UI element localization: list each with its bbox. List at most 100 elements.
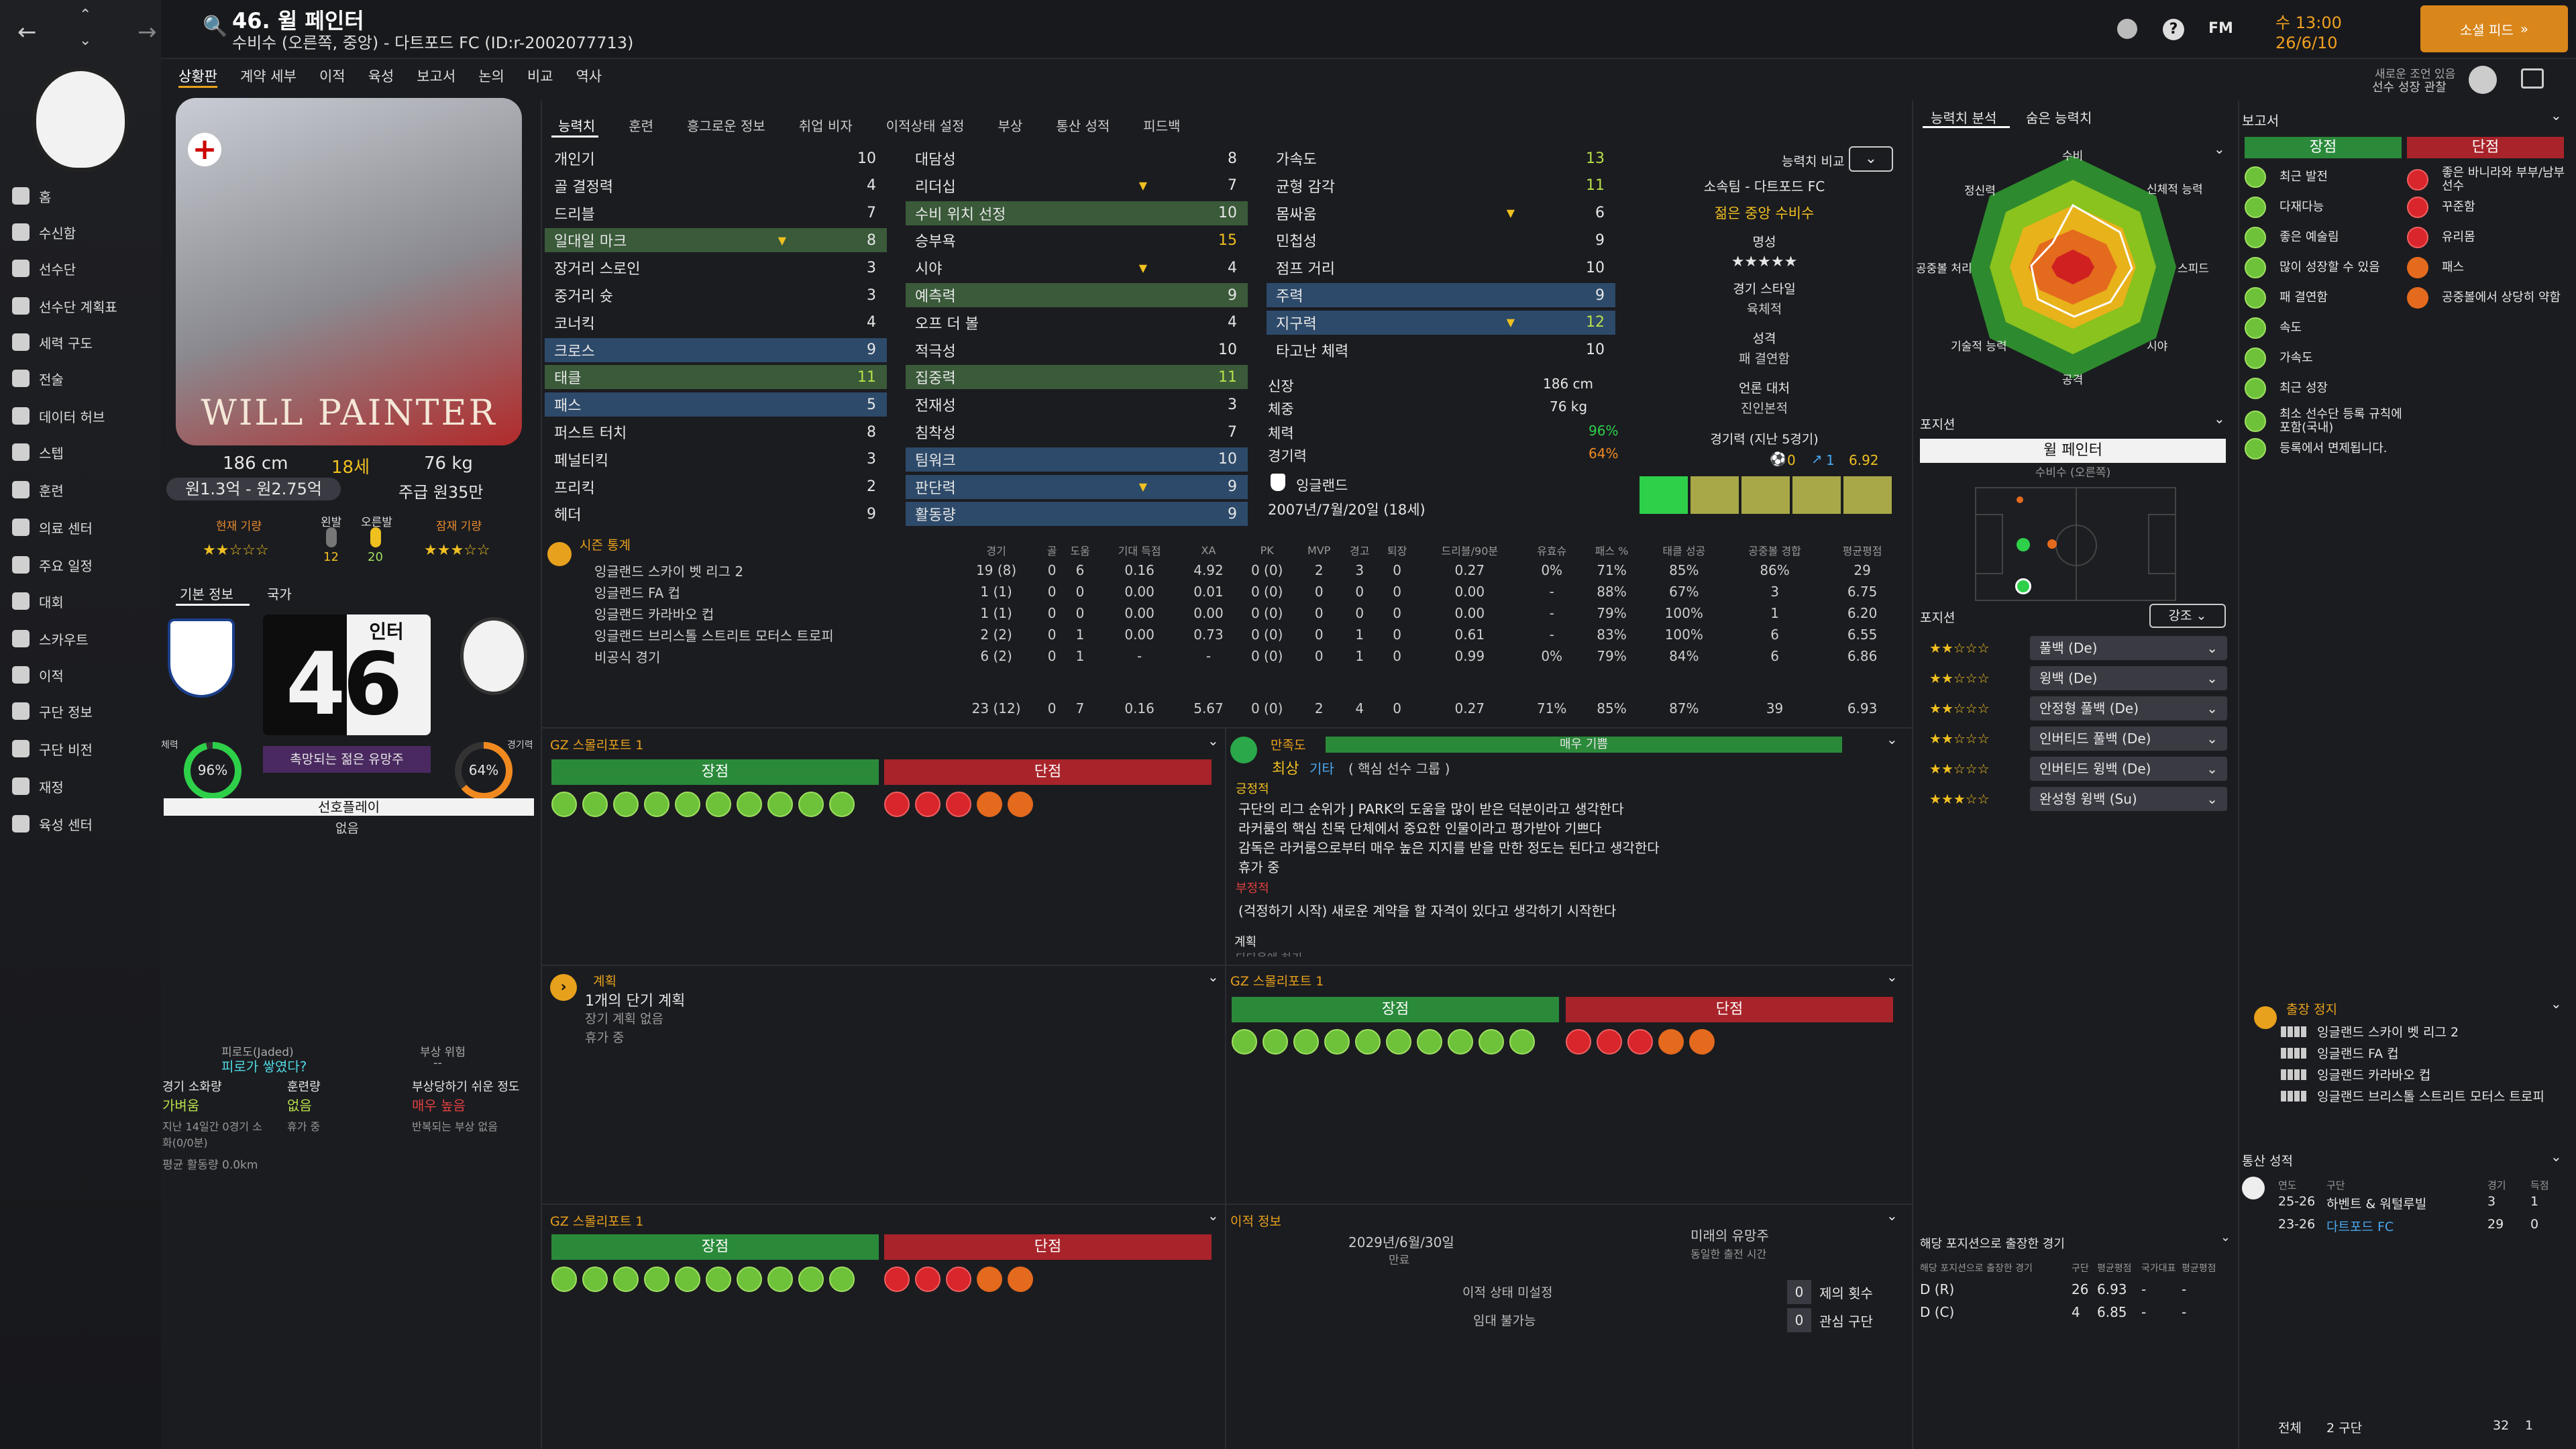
attribute-row[interactable]: 민첩성 9	[1267, 228, 1615, 252]
club-crest-icon[interactable]	[32, 67, 129, 172]
scout3-collapse-icon[interactable]: ⌄	[1208, 1208, 1219, 1224]
wolf-icon[interactable]	[2117, 19, 2137, 39]
attribute-row[interactable]: 퍼스트 터치 8	[545, 420, 887, 444]
nav-item[interactable]: 훈련	[12, 476, 64, 503]
suspension-collapse-icon[interactable]: ⌄	[2551, 996, 2562, 1012]
compare-label[interactable]: 능력치 비교	[1782, 154, 1845, 169]
nav-item[interactable]: 전술	[12, 365, 64, 392]
tab-basic-info[interactable]: 기본 정보	[180, 586, 233, 602]
attr-tab[interactable]: 능력치	[558, 118, 596, 134]
nav-item[interactable]: 데이터 허브	[12, 402, 105, 429]
role-row[interactable]: ★★☆☆☆ 인버티드 풀백 (De) ⌄	[1920, 727, 2227, 751]
attr-tab[interactable]: 피드백	[1143, 118, 1181, 134]
attribute-row[interactable]: 패스 5	[545, 392, 887, 417]
club-crest-small-icon[interactable]	[460, 617, 527, 695]
role-dropdown[interactable]: 풀백 (De) ⌄	[2030, 636, 2227, 660]
tab-hidden-attr[interactable]: 숨은 능력치	[2026, 110, 2092, 126]
nav-down-icon[interactable]: ⌄	[79, 32, 92, 49]
attribute-row[interactable]: 오프 더 볼 4	[906, 311, 1248, 335]
nav-item[interactable]: 대회	[12, 588, 64, 614]
role-dropdown[interactable]: 완성형 윙백 (Su) ⌄	[2030, 787, 2227, 811]
attr-tab[interactable]: 이적상태 설정	[885, 118, 965, 134]
table-row[interactable]: 23-26 다트포드 FC 29 0	[2278, 1217, 2560, 1235]
plan-title[interactable]: 계획	[593, 974, 616, 989]
attribute-row[interactable]: 적극성 10	[906, 338, 1248, 362]
table-row[interactable]: 잉글랜드 브리스톨 스트리트 모터스 트로피 2 (2) 0 1 0.00 0.73 0 (…	[574, 624, 1900, 645]
attribute-row[interactable]: 드리블 7	[545, 201, 887, 225]
attribute-row[interactable]: 코너킥 4	[545, 311, 887, 335]
player-tab[interactable]: 상황판	[178, 66, 217, 88]
table-row[interactable]: 잉글랜드 카라바오 컵 1 (1) 0 0 0.00 0.00 0 (0) 0 0 0 0.00 - 7…	[574, 602, 1900, 624]
role-row[interactable]: ★★☆☆☆ 풀백 (De) ⌄	[1920, 636, 2227, 660]
attribute-row[interactable]: 타고난 체력 10	[1267, 338, 1615, 362]
role-row[interactable]: ★★☆☆☆ 인버티드 윙백 (De) ⌄	[1920, 757, 2227, 781]
plan-collapse-icon[interactable]: ⌄	[1208, 969, 1219, 985]
fm-logo[interactable]: FM	[2208, 20, 2233, 37]
attribute-row[interactable]: 지구력 ▼ 12	[1267, 310, 1615, 335]
scout3-title[interactable]: GZ 스몰리포트 1	[550, 1214, 644, 1229]
attribute-row[interactable]: 개인기 10	[545, 146, 887, 170]
attribute-row[interactable]: 시야 ▼ 4	[906, 256, 1248, 280]
nav-up-icon[interactable]: ⌃	[79, 7, 92, 23]
nav-item[interactable]: 세력 구도	[12, 329, 93, 356]
role-dropdown[interactable]: 인버티드 윙백 (De) ⌄	[2030, 757, 2227, 781]
table-row[interactable]: 비공식 경기 6 (2) 0 1 - - 0 (0) 0 1 0 0.99 0% 79% 84% 6 6.86	[574, 645, 1900, 667]
nation-flag-icon[interactable]	[168, 619, 235, 698]
tab-nation[interactable]: 국가	[267, 586, 292, 602]
attribute-row[interactable]: 리더십 ▼ 7	[906, 174, 1248, 198]
search-icon[interactable]: 🔍	[203, 15, 228, 38]
player-tab[interactable]: 비교	[527, 68, 553, 85]
help-icon[interactable]: ?	[2163, 19, 2184, 40]
nav-item[interactable]: 스텝	[12, 439, 64, 466]
attr-tab[interactable]: 훈련	[629, 118, 654, 134]
nav-item[interactable]: 홈	[12, 182, 51, 209]
attribute-row[interactable]: 태클 11	[545, 365, 887, 390]
attribute-row[interactable]: 가속도 13	[1267, 146, 1615, 170]
table-row[interactable]: D (C) 4 6.85- -	[1920, 1304, 2229, 1320]
continue-button[interactable]: 소셜 피드 »	[2420, 5, 2568, 52]
attribute-row[interactable]: 중거리 슛 3	[545, 283, 887, 307]
attribute-row[interactable]: 장거리 스로인 3	[545, 256, 887, 280]
compare-dropdown[interactable]: ⌄	[1849, 146, 1893, 172]
role-dropdown[interactable]: 인버티드 풀백 (De) ⌄	[2030, 727, 2227, 751]
attribute-row[interactable]: 활동량 9	[906, 502, 1248, 527]
analysis-collapse-icon[interactable]: ⌄	[2214, 141, 2225, 157]
attribute-row[interactable]: 프리킥 2	[545, 475, 887, 499]
attr-tab[interactable]: 통산 성적	[1056, 118, 1110, 134]
attribute-row[interactable]: 침착성 7	[906, 420, 1248, 444]
role-dropdown[interactable]: 안정형 풀백 (De) ⌄	[2030, 696, 2227, 720]
nav-item[interactable]: 선수단	[12, 255, 76, 282]
nav-item[interactable]: 의료 센터	[12, 514, 93, 541]
attribute-row[interactable]: 골 결정력 4	[545, 174, 887, 198]
forward-icon[interactable]: →	[138, 19, 157, 46]
back-icon[interactable]: ←	[17, 19, 37, 46]
nav-item[interactable]: 구단 정보	[12, 698, 93, 724]
nav-item[interactable]: 구단 비전	[12, 735, 93, 762]
player-tab[interactable]: 역사	[576, 68, 602, 85]
roles-filter[interactable]: 강조 ⌄	[2149, 604, 2226, 628]
position-collapse-icon[interactable]: ⌄	[2214, 411, 2225, 427]
morale-collapse-icon[interactable]: ⌄	[1886, 731, 1898, 747]
scout2-title[interactable]: GZ 스몰리포트 1	[1230, 974, 1324, 989]
attribute-row[interactable]: 일대일 마크 ▼ 8	[545, 228, 887, 253]
attr-tab[interactable]: 부상	[998, 118, 1023, 134]
role-row[interactable]: ★★★☆☆ 완성형 윙백 (Su) ⌄	[1920, 787, 2227, 811]
role-dropdown[interactable]: 윙백 (De) ⌄	[2030, 666, 2227, 690]
table-row[interactable]: 25-26 하벤트 & 워털루빌 3 1	[2278, 1194, 2560, 1212]
attribute-row[interactable]: 점프 거리 10	[1267, 256, 1615, 280]
nav-item[interactable]: 수신함	[12, 219, 76, 246]
attribute-row[interactable]: 균형 감각 11	[1267, 174, 1615, 198]
nav-item[interactable]: 재정	[12, 773, 64, 800]
career-collapse-icon[interactable]: ⌄	[2551, 1148, 2562, 1165]
player-tab[interactable]: 육성	[368, 68, 394, 85]
attribute-row[interactable]: 승부욕 15	[906, 228, 1248, 252]
notice-line-2[interactable]: 선수 성장 관찰	[2372, 80, 2447, 95]
nav-item[interactable]: 이적	[12, 661, 64, 688]
attribute-row[interactable]: 판단력 ▼ 9	[906, 474, 1248, 499]
table-row[interactable]: 잉글랜드 스카이 벳 리그 2 19 (8) 0 6 0.16 4.92 0 (0) 2 3 0 0…	[574, 559, 1900, 581]
attribute-row[interactable]: 대담성 8	[906, 146, 1248, 170]
player-tab[interactable]: 보고서	[417, 68, 456, 85]
scout2-collapse-icon[interactable]: ⌄	[1886, 969, 1898, 985]
scout1-title[interactable]: GZ 스몰리포트 1	[550, 738, 644, 753]
attribute-row[interactable]: 팀워크 10	[906, 447, 1248, 472]
